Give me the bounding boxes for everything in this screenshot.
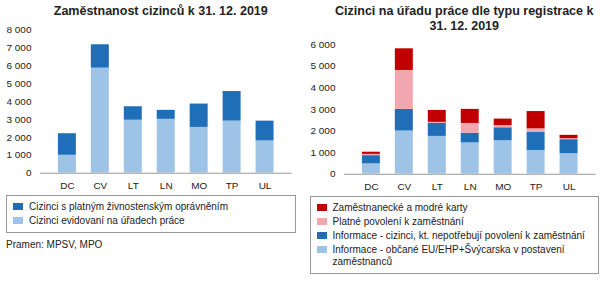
svg-text:1 000: 1 000 xyxy=(310,147,335,158)
svg-text:8 000: 8 000 xyxy=(7,24,32,35)
svg-text:CV: CV xyxy=(93,180,107,191)
svg-text:MO: MO xyxy=(191,180,207,191)
svg-text:3 000: 3 000 xyxy=(310,104,335,115)
html-text:Cizinci na úřadu práce dle typ: Cizinci na úřadu práce dle typu registra… xyxy=(335,4,594,33)
svg-text:2 000: 2 000 xyxy=(7,131,32,142)
svg-text:1 000: 1 000 xyxy=(7,149,32,160)
svg-text:UL: UL xyxy=(259,180,272,191)
html-text:Zaměstnanecké a modré karty: Zaměstnanecké a modré karty xyxy=(332,201,468,213)
svg-text:6 000: 6 000 xyxy=(310,39,335,50)
svg-text:3 000: 3 000 xyxy=(7,114,32,125)
svg-text:DC: DC xyxy=(60,180,74,191)
html-text:Pramen: MPSV, MPO: Pramen: MPSV, MPO xyxy=(6,238,103,250)
html-text:Informace - cizinci, kt. nepot: Informace - cizinci, kt. nepotřebují pov… xyxy=(332,229,585,241)
svg-text:CV: CV xyxy=(397,181,411,192)
html-text:Informace - občané EU/EHP+Švýc: Informace - občané EU/EHP+Švýcarska v po… xyxy=(332,243,565,267)
svg-text:5 000: 5 000 xyxy=(310,60,335,71)
svg-text:LT: LT xyxy=(128,180,139,191)
html-text:Cizinci evidovaní na úřadech p: Cizinci evidovaní na úřadech práce xyxy=(29,214,185,226)
svg-text:4 000: 4 000 xyxy=(7,96,32,107)
html-text:Zaměstnanost cizinců k 31. 12.: Zaměstnanost cizinců k 31. 12. 2019 xyxy=(53,4,268,18)
svg-text:7 000: 7 000 xyxy=(7,42,32,53)
svg-text:TP: TP xyxy=(226,180,239,191)
svg-text:LN: LN xyxy=(160,180,173,191)
svg-text:TP: TP xyxy=(529,181,542,192)
svg-text:5 000: 5 000 xyxy=(7,78,32,89)
svg-text:0: 0 xyxy=(26,167,32,178)
svg-text:LN: LN xyxy=(463,181,476,192)
html-text:Cizinci s platným živnostenský: Cizinci s platným živnostenským oprávněn… xyxy=(29,200,228,212)
svg-text:0: 0 xyxy=(329,168,335,179)
svg-text:6 000: 6 000 xyxy=(7,60,32,71)
svg-text:DC: DC xyxy=(364,181,378,192)
html-text:Platné povolení k zaměstnání: Platné povolení k zaměstnání xyxy=(332,215,464,227)
svg-text:4 000: 4 000 xyxy=(310,82,335,93)
svg-text:2 000: 2 000 xyxy=(310,125,335,136)
svg-text:UL: UL xyxy=(562,181,575,192)
svg-text:LT: LT xyxy=(431,181,442,192)
svg-text:MO: MO xyxy=(495,181,511,192)
